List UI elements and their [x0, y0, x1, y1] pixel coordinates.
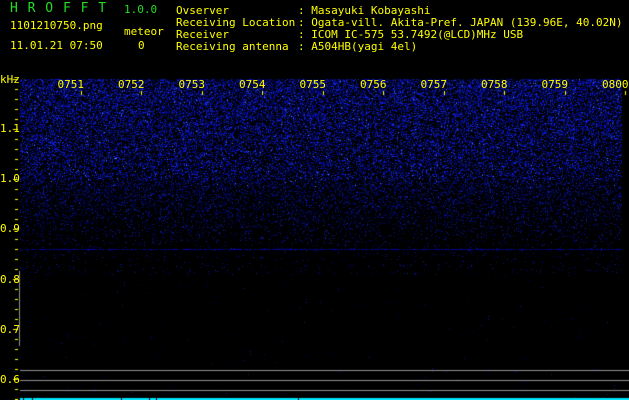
info-receiver-label: Receiver	[176, 28, 229, 41]
time-label-0800: 0800	[602, 78, 629, 91]
meteor-label: meteor	[124, 25, 164, 38]
station-info: Ovserver : Masayuki Kobayashi Receiving …	[176, 5, 629, 53]
freq-label-0.6: 0.6	[0, 373, 20, 386]
info-receiver-value: : ICOM IC-575 53.7492(@LCD)MHz USB	[298, 28, 524, 41]
freq-label-0.9: 0.9	[0, 222, 20, 235]
time-label-0751: 0751	[57, 78, 85, 91]
info-receiver: Receiver : ICOM IC-575 53.7492(@LCD)MHz …	[176, 29, 629, 41]
info-antenna-value: : A504HB(yagi 4el)	[298, 40, 418, 53]
file-datetime: 11.01.21 07:50	[10, 39, 103, 52]
info-antenna-label: Receiving antenna	[176, 40, 289, 53]
freq-label-0.7: 0.7	[0, 323, 20, 336]
time-label-0755: 0755	[299, 78, 327, 91]
time-label-0757: 0757	[420, 78, 448, 91]
time-label-0752: 0752	[118, 78, 145, 91]
info-observer: Ovserver : Masayuki Kobayashi	[176, 5, 629, 17]
time-label-0759: 0759	[541, 78, 569, 91]
info-antenna: Receiving antenna : A504HB(yagi 4el)	[176, 41, 629, 53]
file-name: 1101210750.png	[10, 19, 103, 32]
freq-label-1.0: 1.0	[0, 172, 20, 185]
app-version: 1.0.0	[124, 3, 158, 16]
time-label-0756: 0756	[360, 78, 387, 91]
meteor-count: 0	[138, 39, 145, 52]
time-label-0753: 0753	[178, 78, 206, 91]
info-location-value: : Ogata-vill. Akita-Pref. JAPAN (139.96E…	[298, 16, 623, 29]
info-observer-value: : Masayuki Kobayashi	[298, 4, 431, 17]
freq-label-1.1: 1.1	[0, 122, 20, 135]
time-label-0754: 0754	[239, 78, 266, 91]
time-label-0758: 0758	[481, 78, 508, 91]
info-observer-label: Ovserver	[176, 4, 229, 17]
app-logo: H R O F F T	[10, 1, 108, 16]
freq-unit-label: kHz	[0, 73, 20, 86]
freq-label-0.8: 0.8	[0, 273, 20, 286]
info-location: Receiving Location : Ogata-vill. Akita-P…	[176, 17, 629, 29]
info-location-label: Receiving Location	[176, 16, 296, 29]
